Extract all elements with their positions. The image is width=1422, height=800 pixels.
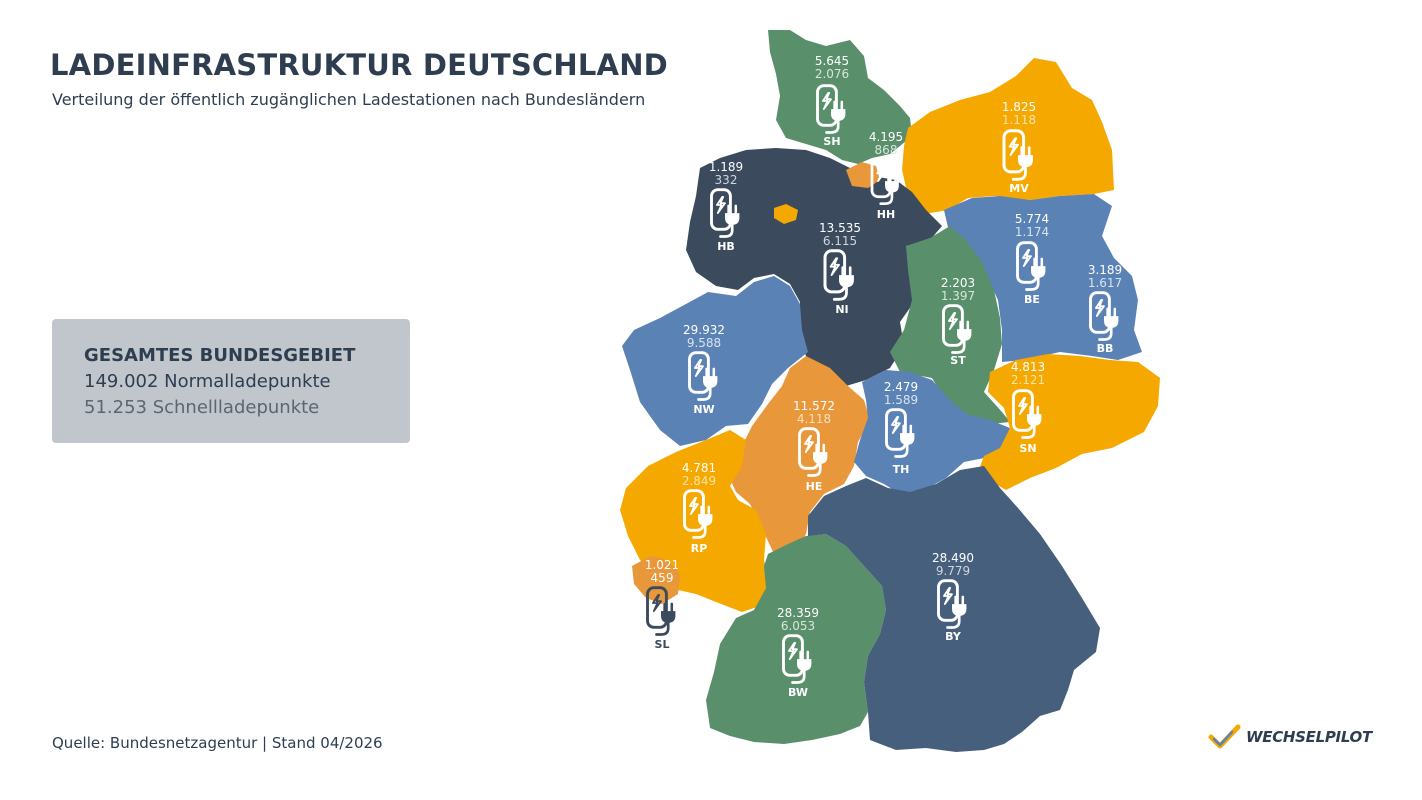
st-abbr: ST [950, 354, 966, 367]
be-fast-count: 1.174 [1015, 225, 1049, 239]
state-label-sl: 1.021 459 SL [645, 558, 679, 651]
st-fast-count: 1.397 [941, 289, 975, 303]
th-abbr: TH [893, 463, 910, 476]
rp-normal-count: 4.781 [682, 461, 716, 475]
sn-fast-count: 2.121 [1011, 373, 1045, 387]
mv-fast-count: 1.118 [1002, 113, 1036, 127]
state-shape-bw [706, 534, 886, 744]
state-label-be: 5.774 1.174 BE [1015, 212, 1049, 306]
state-shape-nw [622, 276, 808, 446]
state-label-ni: 13.535 6.115 NI [819, 221, 861, 316]
state-label-st: 2.203 1.397 ST [941, 276, 975, 367]
sl-normal-count: 1.021 [645, 558, 679, 572]
state-label-mv: 1.825 1.118 MV [1002, 100, 1036, 195]
sh-normal-count: 5.645 [815, 54, 849, 68]
state-label-hh: 4.195 868 HH [869, 130, 903, 221]
state-label-th: 2.479 1.589 TH [884, 380, 918, 476]
by-normal-count: 28.490 [932, 551, 974, 565]
by-fast-count: 9.779 [936, 564, 970, 578]
state-label-rp: 4.781 2.849 RP [682, 461, 716, 555]
mv-normal-count: 1.825 [1002, 100, 1036, 114]
state-shape-th [854, 370, 1010, 494]
state-shape-bb [944, 194, 1142, 362]
bw-abbr: BW [788, 686, 808, 699]
he-normal-count: 11.572 [793, 399, 835, 413]
sh-fast-count: 2.076 [815, 67, 849, 81]
source-note: Quelle: Bundesnetzagentur | Stand 04/202… [52, 734, 383, 752]
sn-normal-count: 4.813 [1011, 360, 1045, 374]
sl-fast-count: 459 [651, 571, 674, 585]
totals-fast-count: 51.253 Schnellladepunkte [84, 397, 320, 418]
rp-fast-count: 2.849 [682, 474, 716, 488]
state-label-bb: 3.189 1.617 BB [1088, 263, 1122, 355]
th-fast-count: 1.589 [884, 393, 918, 407]
ni-normal-count: 13.535 [819, 221, 861, 235]
bb-abbr: BB [1097, 342, 1114, 355]
th-normal-count: 2.479 [884, 380, 918, 394]
nw-abbr: NW [693, 403, 714, 416]
hb-fast-count: 332 [715, 173, 738, 187]
state-shape-ni [686, 148, 942, 386]
checkmark-icon [1208, 724, 1241, 749]
bb-fast-count: 1.617 [1088, 276, 1122, 290]
by-abbr: BY [945, 630, 962, 643]
hb-normal-count: 1.189 [709, 160, 743, 174]
state-shape-st [890, 226, 1010, 424]
hh-abbr: HH [877, 208, 895, 221]
mv-abbr: MV [1009, 182, 1029, 195]
totals-normal-count: 149.002 Normalladepunkte [84, 371, 331, 392]
totals-box: GESAMTES BUNDESGEBIET 149.002 Normallade… [52, 319, 410, 443]
state-label-nw: 29.932 9.588 NW [683, 323, 725, 416]
be-normal-count: 5.774 [1015, 212, 1049, 226]
state-label-by: 28.490 9.779 BY [932, 551, 974, 643]
nw-fast-count: 9.588 [687, 336, 721, 350]
page-subtitle: Verteilung der öffentlich zugänglichen L… [52, 90, 646, 109]
nw-normal-count: 29.932 [683, 323, 725, 337]
ni-fast-count: 6.115 [823, 234, 857, 248]
st-normal-count: 2.203 [941, 276, 975, 290]
sn-abbr: SN [1019, 442, 1036, 455]
be-abbr: BE [1024, 293, 1040, 306]
hh-normal-count: 4.195 [869, 130, 903, 144]
totals-heading: GESAMTES BUNDESGEBIET [84, 345, 356, 366]
state-shape-sl [632, 556, 680, 604]
wechselpilot-logo: WECHSELPILOT [1208, 720, 1372, 754]
hh-fast-count: 868 [875, 143, 898, 157]
page-title: LADEINFRASTRUKTUR DEUTSCHLAND [50, 48, 668, 82]
hb-abbr: HB [717, 240, 735, 253]
state-shape-mv [902, 58, 1114, 214]
bb-normal-count: 3.189 [1088, 263, 1122, 277]
state-shape-sn [978, 354, 1160, 490]
state-label-hb: 1.189 332 HB [709, 160, 743, 253]
sh-abbr: SH [823, 135, 840, 148]
ni-abbr: NI [835, 303, 848, 316]
he-abbr: HE [806, 480, 823, 493]
state-label-sh: 5.645 2.076 SH [815, 54, 849, 148]
sl-abbr: SL [655, 638, 670, 651]
state-label-sn: 4.813 2.121 SN [1011, 360, 1045, 455]
logo-text: WECHSELPILOT [1246, 728, 1372, 746]
rp-abbr: RP [691, 542, 708, 555]
state-label-he: 11.572 4.118 HE [793, 399, 835, 493]
he-fast-count: 4.118 [797, 412, 831, 426]
state-shape-hb [774, 204, 798, 224]
state-label-bw: 28.359 6.053 BW [777, 606, 819, 699]
state-shape-sh [768, 30, 912, 164]
bw-normal-count: 28.359 [777, 606, 819, 620]
bw-fast-count: 6.053 [781, 619, 815, 633]
